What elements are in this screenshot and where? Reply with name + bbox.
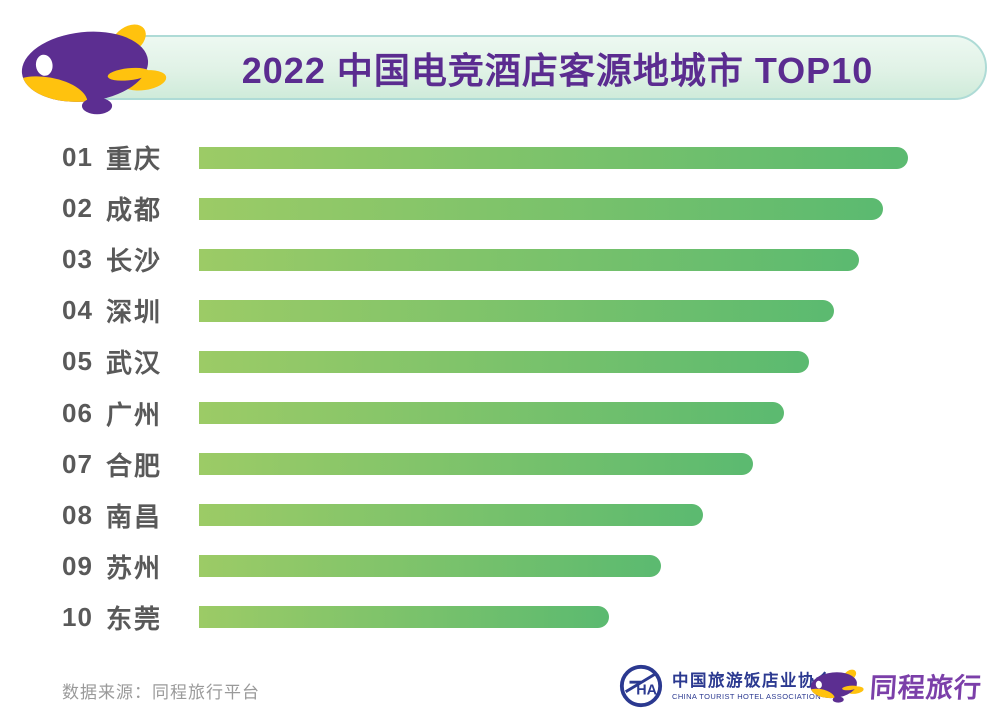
rank-label: 05	[62, 346, 93, 377]
city-label: 东莞	[106, 603, 163, 634]
tongcheng-blimp-mascot-icon	[12, 20, 170, 118]
association-logo: HA 中国旅游饭店业协会 CHINA TOURIST HOTEL ASSOCIA…	[618, 663, 834, 709]
city-label: 武汉	[106, 348, 163, 379]
title-banner: 2022 中国电竞酒店客源地城市 TOP10	[38, 35, 987, 100]
city-label: 深圳	[106, 297, 163, 328]
chart-row: 02 成都	[0, 183, 1002, 234]
bar	[199, 248, 860, 271]
chart-row: 04 深圳	[0, 285, 1002, 336]
chart-row: 03 长沙	[0, 234, 1002, 285]
bar	[199, 606, 609, 629]
chart-row: 01 重庆	[0, 132, 1002, 183]
bar	[199, 504, 704, 527]
city-label: 长沙	[106, 246, 163, 277]
bar	[199, 299, 835, 322]
rank-label: 02	[62, 193, 93, 224]
bar	[199, 350, 809, 373]
rank-label: 08	[62, 499, 93, 530]
data-source-note: 数据来源：同程旅行平台	[62, 683, 260, 702]
chart-row: 05 武汉	[0, 336, 1002, 387]
tongcheng-brand-logo: 同程旅行	[808, 666, 983, 705]
tongcheng-blimp-small-icon	[808, 668, 864, 704]
ctha-logo-icon: HA	[619, 664, 663, 708]
rank-label: 06	[62, 397, 93, 428]
chart-row: 09 苏州	[0, 541, 1002, 592]
city-label: 成都	[106, 195, 163, 226]
rank-label: 01	[62, 142, 93, 173]
city-label: 苏州	[106, 552, 163, 583]
svg-text:HA: HA	[636, 683, 657, 699]
bar	[199, 197, 884, 220]
chart-row: 08 南昌	[0, 490, 1002, 541]
city-label: 广州	[106, 399, 163, 430]
rank-label: 03	[62, 244, 93, 275]
bar	[199, 453, 753, 476]
city-label: 重庆	[106, 144, 163, 175]
chart-row: 06 广州	[0, 387, 1002, 438]
tongcheng-wordmark: 同程旅行	[868, 673, 983, 703]
rank-label: 10	[62, 601, 93, 632]
bar	[199, 146, 908, 169]
chart-rows: 01 重庆 02 成都 03 长沙 04 深圳 05 武汉 06 广州 07 合肥 08 南昌 09 苏州 10 东莞	[0, 132, 1002, 643]
page-title: 2022 中国电竞酒店客源地城市 TOP10	[241, 49, 874, 91]
rank-label: 04	[62, 295, 93, 326]
rank-label: 09	[62, 550, 93, 581]
chart-row: 07 合肥	[0, 439, 1002, 490]
city-label: 合肥	[106, 450, 163, 481]
chart-row: 10 东莞	[0, 592, 1002, 643]
city-label: 南昌	[106, 501, 163, 532]
association-name-en: CHINA TOURIST HOTEL ASSOCIATION	[672, 691, 822, 701]
association-name-cn: 中国旅游饭店业协会	[672, 672, 834, 691]
bar	[199, 555, 662, 578]
rank-label: 07	[62, 448, 93, 479]
bar	[199, 402, 784, 425]
